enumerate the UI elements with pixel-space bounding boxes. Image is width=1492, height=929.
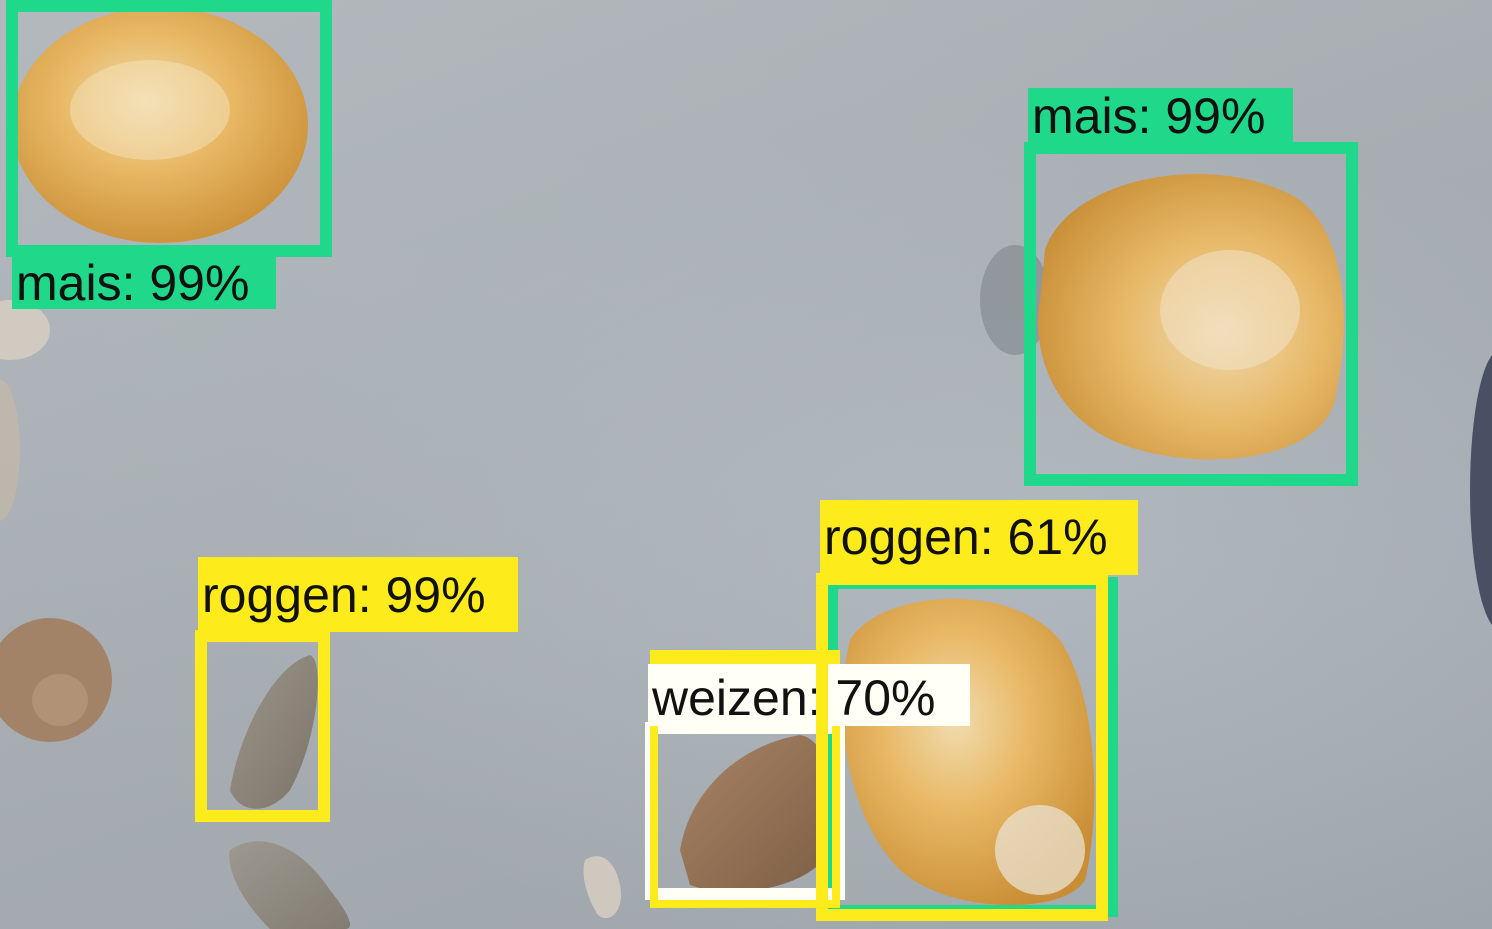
edge-seed-shadow	[0, 300, 50, 360]
corn-kernel	[12, 7, 308, 243]
wheat-grain	[680, 735, 834, 892]
rye-grain	[230, 655, 318, 809]
seed-fragment	[583, 856, 621, 919]
rye-grain	[229, 841, 350, 929]
detection-label-mais: mais: 99%	[1028, 88, 1293, 144]
detection-label-mais: mais: 99%	[12, 255, 276, 309]
edge-seed-brown-highlight	[32, 674, 88, 726]
bounding-box-roggen	[195, 630, 330, 822]
detection-label-weizen: weizen: 70%	[648, 664, 970, 726]
bounding-box-mais	[1024, 142, 1358, 486]
bounding-box-roggen	[816, 573, 1108, 921]
bounding-box-mais	[6, 0, 332, 257]
edge-object	[1470, 355, 1492, 625]
bounding-box-weizen-outline	[650, 650, 840, 908]
detection-label-roggen: roggen: 99%	[198, 557, 518, 632]
edge-seed	[0, 380, 20, 520]
detection-label-roggen: roggen: 61%	[820, 500, 1138, 575]
